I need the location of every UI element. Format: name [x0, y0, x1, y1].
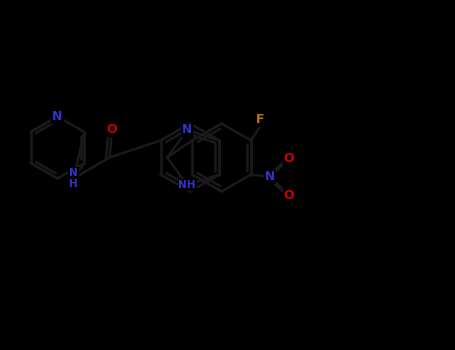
Text: N: N — [265, 170, 275, 183]
Text: N: N — [182, 124, 192, 136]
Text: O: O — [106, 124, 117, 136]
Text: NH: NH — [178, 180, 196, 190]
Text: O: O — [283, 189, 294, 202]
Text: F: F — [256, 113, 264, 126]
Text: N: N — [52, 110, 63, 123]
Text: N
H: N H — [69, 168, 78, 189]
Text: O: O — [283, 153, 294, 166]
